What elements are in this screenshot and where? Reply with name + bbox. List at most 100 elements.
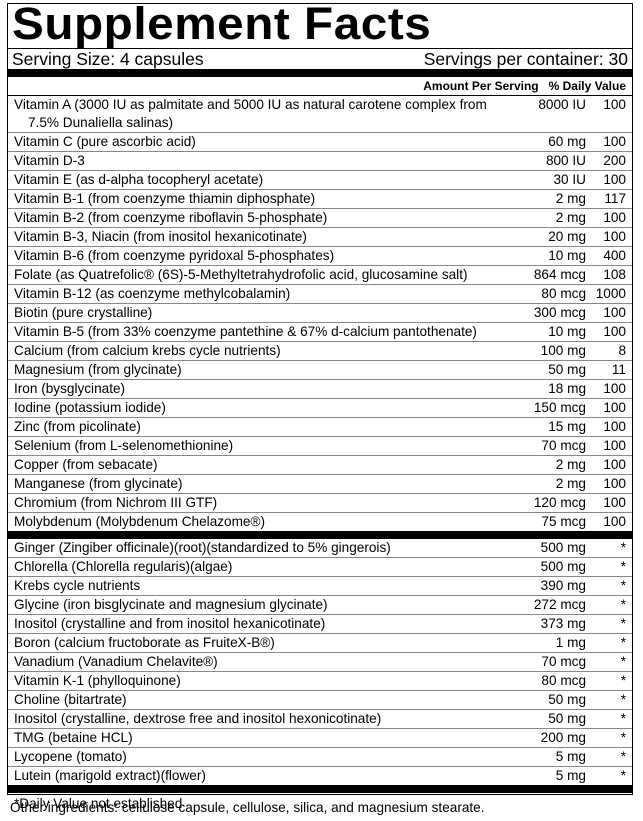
nutrient-name: Folate (as Quatrefolic® (6S)-5-Methyltet… [14, 267, 468, 282]
amount: 300 mcg [533, 305, 586, 320]
daily-value: 100 [603, 476, 626, 491]
nutrient-row: Manganese (from glycinate) 2 mg 100 [8, 475, 632, 494]
daily-value: * [620, 597, 626, 612]
section: Ginger (Zingiber officinale)(root)(stand… [8, 539, 632, 785]
nutrient-name: Choline (bitartrate) [14, 692, 127, 707]
nutrient-row: Biotin (pure crystalline) 300 mcg 100 [8, 304, 632, 323]
divider [8, 785, 632, 793]
daily-value: 100 [603, 419, 626, 434]
nutrient-row: Vitamin K-1 (phylloquinone) 80 mcg * [8, 672, 632, 691]
amount-header: Amount Per Serving [423, 79, 539, 93]
footnote: *Daily Value not established [14, 796, 183, 811]
nutrient-name: Chlorella (Chlorella regularis)(algae) [14, 559, 233, 574]
nutrient-name: Boron (calcium fructoborate as FruiteX-B… [14, 635, 275, 650]
nutrient-name: Glycine (iron bisglycinate and magnesium… [14, 597, 328, 612]
servings-per-container: Servings per container: 30 [423, 49, 628, 69]
nutrient-row: Inositol (crystalline, dextrose free and… [8, 710, 632, 729]
daily-value: 200 [603, 153, 626, 168]
nutrient-row: Vanadium (Vanadium Chelavite®) 70 mcg * [8, 653, 632, 672]
amount: 864 mcg [533, 267, 586, 282]
daily-value: 100 [603, 438, 626, 453]
amount: 1 mg [555, 635, 586, 650]
nutrient-row: Iodine (potassium iodide) 150 mcg 100 [8, 399, 632, 418]
daily-value: 100 [603, 172, 626, 187]
daily-value: * [620, 749, 626, 764]
amount: 60 mg [548, 134, 586, 149]
daily-value: 100 [603, 97, 626, 112]
amount: 30 IU [553, 172, 587, 187]
amount: 2 mg [555, 191, 586, 206]
nutrient-row: Iron (bysglycinate) 18 mg 100 [8, 380, 632, 399]
amount: 2 mg [555, 457, 586, 472]
amount: 10 mg [548, 324, 586, 339]
nutrient-name: Vitamin B-1 (from coenzyme thiamin dipho… [14, 191, 316, 206]
nutrient-name: Inositol (crystalline, dextrose free and… [14, 711, 382, 726]
nutrient-name: Ginger (Zingiber officinale)(root)(stand… [14, 540, 391, 555]
nutrient-name: Calcium (from calcium krebs cycle nutrie… [14, 343, 281, 358]
nutrient-row: Calcium (from calcium krebs cycle nutrie… [8, 342, 632, 361]
nutrient-name: Iron (bysglycinate) [14, 381, 126, 396]
daily-value: 100 [603, 134, 626, 149]
nutrient-name: Magnesium (from glycinate) [14, 362, 182, 377]
amount: 390 mg [540, 578, 586, 593]
nutrient-row: Vitamin B-5 (from 33% coenzyme pantethin… [8, 323, 632, 342]
nutrient-name: TMG (betaine HCL) [14, 730, 133, 745]
nutrient-name: Vitamin D-3 [14, 153, 85, 168]
title: Supplement Facts [12, 0, 432, 49]
nutrient-row: Krebs cycle nutrients 390 mg * [8, 577, 632, 596]
nutrient-row: Vitamin B-6 (from coenzyme pyridoxal 5-p… [8, 247, 632, 266]
amount: 500 mg [540, 559, 586, 574]
nutrient-row: Vitamin D-3 800 IU 200 [8, 152, 632, 171]
nutrient-row: TMG (betaine HCL) 200 mg * [8, 729, 632, 748]
daily-value: 100 [603, 400, 626, 415]
daily-value: 8 [618, 343, 626, 358]
daily-value: * [620, 673, 626, 688]
daily-value: 100 [603, 381, 626, 396]
nutrient-name: Zinc (from picolinate) [14, 419, 141, 434]
daily-value: 100 [603, 324, 626, 339]
daily-value: * [620, 635, 626, 650]
daily-value: 1000 [595, 286, 626, 301]
nutrient-name: Inositol (crystalline and from inositol … [14, 616, 326, 631]
amount: 800 IU [545, 153, 586, 168]
nutrient-name: Vitamin B-6 (from coenzyme pyridoxal 5-p… [14, 248, 335, 263]
nutrient-row: Ginger (Zingiber officinale)(root)(stand… [8, 539, 632, 558]
amount: 2 mg [555, 476, 586, 491]
amount: 70 mcg [541, 654, 586, 669]
nutrient-name: Chromium (from Nichrom III GTF) [14, 495, 218, 510]
nutrient-row: Vitamin A (3000 IU as palmitate and 5000… [8, 96, 632, 133]
amount: 15 mg [548, 419, 586, 434]
amount: 20 mg [548, 229, 586, 244]
amount: 50 mg [548, 692, 586, 707]
amount: 200 mg [540, 730, 586, 745]
nutrient-name: Vitamin B-12 (as coenzyme methylcobalami… [14, 286, 291, 301]
nutrient-row: Glycine (iron bisglycinate and magnesium… [8, 596, 632, 615]
daily-value: 100 [603, 229, 626, 244]
nutrient-name: Lutein (marigold extract)(flower) [14, 768, 206, 783]
nutrient-row: Lycopene (tomato) 5 mg * [8, 748, 632, 767]
daily-value: * [620, 559, 626, 574]
nutrient-row: Copper (from sebacate) 2 mg 100 [8, 456, 632, 475]
amount: 100 mg [540, 343, 586, 358]
serving-size: Serving Size: 4 capsules [12, 49, 204, 69]
daily-value: 100 [603, 210, 626, 225]
amount: 373 mg [540, 616, 586, 631]
nutrient-name: Manganese (from glycinate) [14, 476, 183, 491]
daily-value: 11 [611, 362, 626, 377]
nutrient-row: Molybdenum (Molybdenum Chelazome®) 75 mcg… [8, 513, 632, 531]
nutrient-row: Vitamin B-12 (as coenzyme methylcobalami… [8, 285, 632, 304]
nutrient-name: Krebs cycle nutrients [14, 578, 141, 593]
nutrient-name: Vitamin A (3000 IU as palmitate and 5000… [14, 97, 487, 130]
daily-value: 100 [603, 514, 626, 529]
amount: 70 mcg [541, 438, 586, 453]
nutrient-name: Lycopene (tomato) [14, 749, 127, 764]
nutrient-name: Vitamin K-1 (phylloquinone) [14, 673, 181, 688]
nutrient-name: Vitamin C (pure ascorbic acid) [14, 134, 196, 149]
amount: 120 mcg [533, 495, 586, 510]
amount: 18 mg [548, 381, 586, 396]
daily-value: * [620, 730, 626, 745]
nutrient-row: Vitamin B-1 (from coenzyme thiamin dipho… [8, 190, 632, 209]
amount: 5 mg [555, 768, 586, 783]
amount: 8000 IU [538, 97, 586, 112]
